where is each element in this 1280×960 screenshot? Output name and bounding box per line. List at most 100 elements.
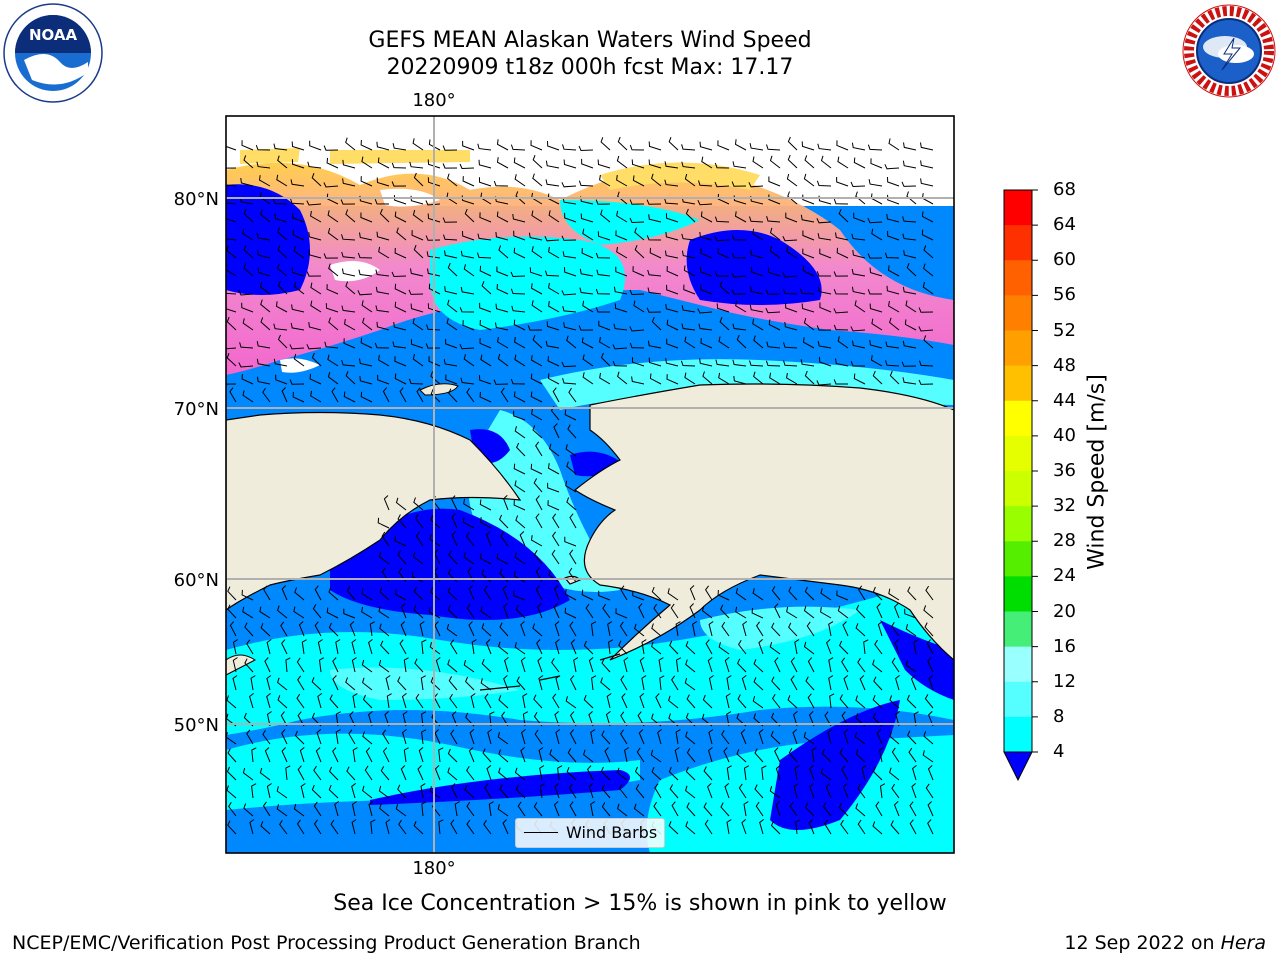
wind-barb <box>737 694 747 709</box>
wind-barb <box>601 658 611 673</box>
wind-barb <box>464 208 475 223</box>
wind-barb <box>606 693 612 709</box>
wind-barb <box>555 729 561 745</box>
wind-barb <box>821 748 832 763</box>
wind-barb <box>414 513 424 529</box>
wind-barb <box>332 747 339 763</box>
wind-barb <box>924 694 934 709</box>
wind-barb <box>410 339 424 349</box>
wind-barb <box>782 235 798 242</box>
wind-barb <box>681 250 696 259</box>
wind-barb <box>459 307 475 313</box>
wind-barb <box>853 157 866 169</box>
wind-barb <box>569 621 577 637</box>
wind-barb <box>619 621 628 637</box>
wind-barb <box>383 495 390 511</box>
wind-barb <box>826 639 832 655</box>
wind-barb <box>460 286 475 295</box>
wind-barb <box>479 212 492 223</box>
wind-barb <box>698 323 713 331</box>
wind-barb <box>591 675 597 691</box>
wind-barb <box>378 659 390 673</box>
wind-barb <box>342 159 356 169</box>
wind-barb <box>522 711 529 727</box>
wind-barb <box>666 284 679 295</box>
colorbar-segment <box>1004 435 1032 472</box>
wind-barb <box>391 181 407 187</box>
wind-barb <box>378 606 390 619</box>
wind-barb <box>266 711 272 727</box>
wind-barb <box>496 139 509 151</box>
wind-barb <box>238 362 254 368</box>
wind-barb <box>725 693 731 709</box>
wind-barb <box>345 281 356 295</box>
wind-barb <box>888 588 900 601</box>
wind-barb <box>485 639 492 655</box>
wind-barb <box>665 303 679 313</box>
wind-barb <box>595 307 610 313</box>
wind-barb <box>360 212 373 223</box>
wind-barb <box>311 784 322 799</box>
wind-barb <box>292 212 305 223</box>
wind-barb <box>384 711 390 727</box>
colorbar-segment <box>1004 260 1032 296</box>
wind-barb <box>400 621 407 637</box>
wind-barb <box>292 229 305 241</box>
wind-barb <box>547 355 560 367</box>
wind-zone-cyan-1 <box>430 236 625 330</box>
wind-barb <box>632 590 645 601</box>
wind-barb <box>293 246 305 259</box>
wind-barb <box>840 819 849 835</box>
wind-barb <box>513 319 526 331</box>
wind-barb <box>266 675 272 691</box>
wind-barb <box>775 801 781 817</box>
wind-barb <box>498 749 509 763</box>
wind-barb <box>751 607 764 619</box>
wind-barb <box>260 623 271 637</box>
host-name: Hera <box>1220 932 1266 954</box>
wind-barb <box>420 675 426 691</box>
wind-barb <box>428 356 441 367</box>
wind-barb <box>296 693 305 709</box>
wind-barb <box>859 675 866 691</box>
wind-barb <box>843 783 849 799</box>
land-aleutian-islands <box>479 575 621 691</box>
wind-barb <box>324 341 339 349</box>
wind-barb <box>699 231 713 241</box>
wind-barb <box>375 286 390 295</box>
wind-barb <box>532 155 543 169</box>
wind-barb <box>447 604 458 619</box>
wind-barb <box>918 379 934 385</box>
wind-barb <box>647 269 662 277</box>
wind-barb <box>566 335 577 349</box>
wind-barb <box>370 819 376 835</box>
wind-barb <box>668 821 679 835</box>
wind-barb <box>902 160 917 169</box>
wind-barb <box>530 373 543 385</box>
wind-barb <box>824 819 832 835</box>
wind-barb <box>631 376 645 385</box>
wind-barb <box>675 729 681 745</box>
wind-barb <box>479 553 492 565</box>
wind-barb <box>501 711 509 727</box>
wind-barb <box>714 271 730 277</box>
wind-barb <box>639 657 645 673</box>
wind-barb <box>341 359 356 367</box>
wind-barb <box>285 765 291 781</box>
wind-barb <box>804 370 815 385</box>
wind-barb <box>314 621 322 637</box>
wind-barb <box>816 218 832 224</box>
wind-barb <box>590 621 597 637</box>
wind-barb <box>547 500 560 511</box>
wind-barb <box>553 801 560 817</box>
wind-barb <box>684 372 696 385</box>
wind-barb <box>918 326 934 332</box>
wind-barb <box>685 731 696 745</box>
wind-barb <box>414 658 424 673</box>
wind-barb <box>911 783 917 799</box>
wind-barb <box>515 604 526 619</box>
wind-barb <box>749 216 764 223</box>
wind-barb <box>855 191 866 205</box>
wind-barb <box>368 711 373 727</box>
